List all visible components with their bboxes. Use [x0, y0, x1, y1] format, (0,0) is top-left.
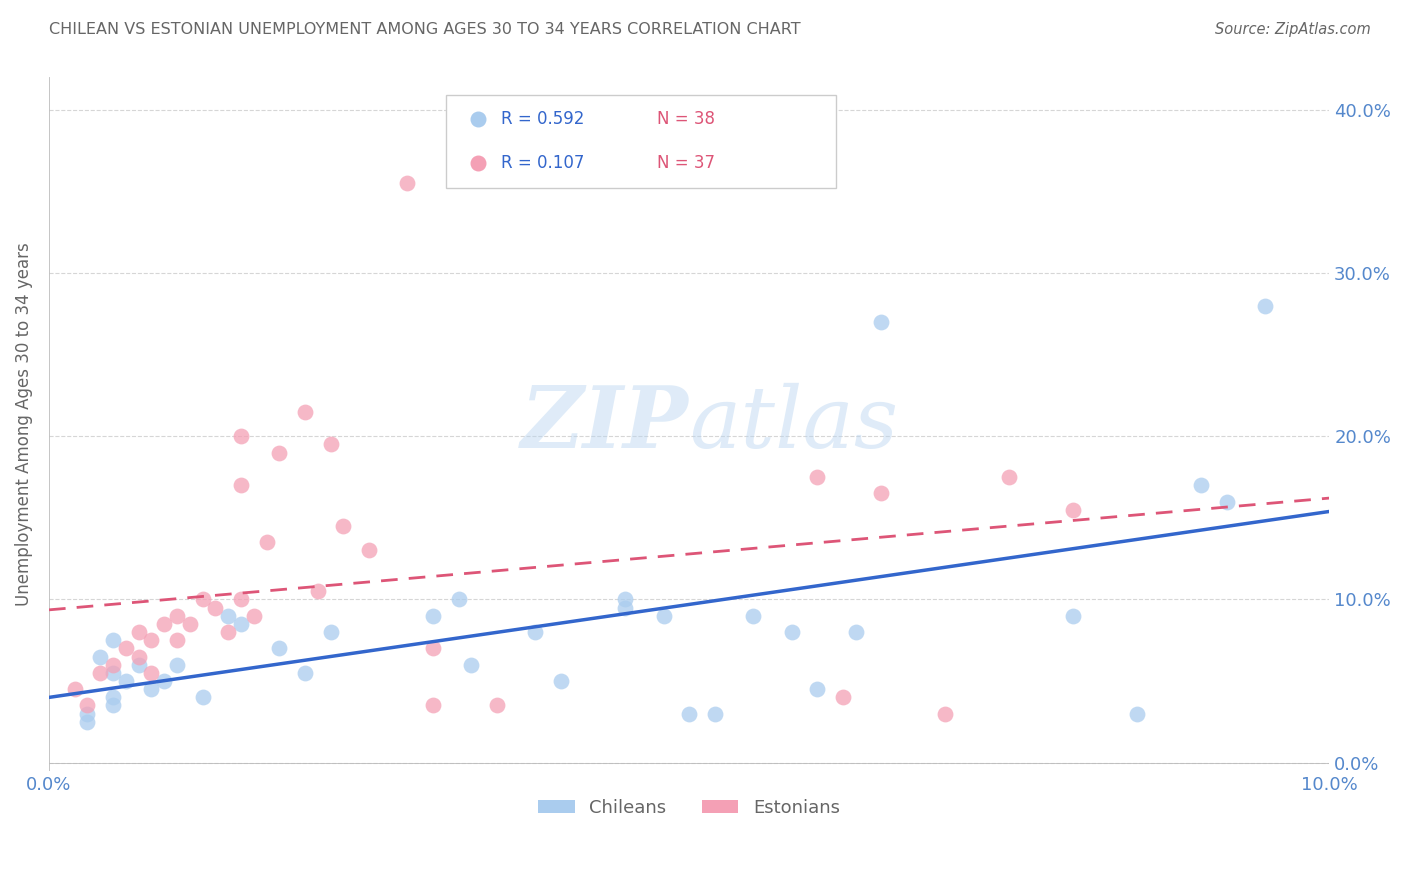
Point — [422, 608, 444, 623]
Point — [153, 673, 176, 688]
Point — [319, 625, 342, 640]
Point — [89, 665, 111, 680]
Point — [243, 608, 266, 623]
Point — [396, 177, 419, 191]
Point — [229, 616, 252, 631]
Point — [486, 698, 509, 713]
FancyBboxPatch shape — [446, 95, 837, 188]
Point — [141, 682, 163, 697]
Point — [357, 543, 380, 558]
Point — [294, 665, 316, 680]
Point — [89, 649, 111, 664]
Point — [1126, 706, 1149, 721]
Text: N = 38: N = 38 — [657, 110, 716, 128]
Point — [101, 665, 124, 680]
Text: atlas: atlas — [689, 383, 898, 466]
Point — [1062, 608, 1084, 623]
Point — [191, 690, 214, 705]
Point — [166, 608, 188, 623]
Point — [166, 657, 188, 672]
Point — [460, 657, 482, 672]
Point — [114, 673, 136, 688]
Point — [1189, 478, 1212, 492]
Point — [998, 470, 1021, 484]
Point — [1216, 494, 1239, 508]
Point — [76, 698, 98, 713]
Point — [128, 657, 150, 672]
Y-axis label: Unemployment Among Ages 30 to 34 years: Unemployment Among Ages 30 to 34 years — [15, 243, 32, 606]
Point — [269, 445, 291, 459]
Point — [319, 437, 342, 451]
Text: ZIP: ZIP — [522, 383, 689, 466]
Point — [703, 706, 725, 721]
Point — [166, 633, 188, 648]
Point — [217, 625, 239, 640]
Point — [217, 608, 239, 623]
Point — [614, 600, 637, 615]
Point — [332, 519, 354, 533]
Point — [422, 698, 444, 713]
Point — [550, 673, 572, 688]
Text: R = 0.592: R = 0.592 — [501, 110, 585, 128]
Point — [101, 657, 124, 672]
Point — [1254, 299, 1277, 313]
Point — [101, 698, 124, 713]
Text: R = 0.107: R = 0.107 — [501, 153, 585, 172]
Point — [229, 429, 252, 443]
Point — [76, 714, 98, 729]
Point — [294, 405, 316, 419]
Point — [191, 592, 214, 607]
Point — [614, 592, 637, 607]
Point — [806, 470, 828, 484]
Text: N = 37: N = 37 — [657, 153, 716, 172]
Point — [307, 584, 329, 599]
Point — [934, 706, 956, 721]
Point — [678, 706, 700, 721]
Text: CHILEAN VS ESTONIAN UNEMPLOYMENT AMONG AGES 30 TO 34 YEARS CORRELATION CHART: CHILEAN VS ESTONIAN UNEMPLOYMENT AMONG A… — [49, 22, 801, 37]
Point — [806, 682, 828, 697]
Point — [179, 616, 201, 631]
Point — [128, 625, 150, 640]
Point — [229, 478, 252, 492]
Point — [128, 649, 150, 664]
Point — [422, 641, 444, 656]
Point — [447, 592, 470, 607]
Point — [101, 633, 124, 648]
Point — [870, 486, 893, 500]
Point — [742, 608, 765, 623]
Point — [76, 706, 98, 721]
Point — [141, 665, 163, 680]
Legend: Chileans, Estonians: Chileans, Estonians — [531, 791, 846, 824]
Point — [524, 625, 547, 640]
Point — [870, 315, 893, 329]
Point — [101, 690, 124, 705]
Point — [845, 625, 868, 640]
Point — [63, 682, 86, 697]
Point — [652, 608, 675, 623]
Point — [256, 535, 278, 549]
Point — [114, 641, 136, 656]
Point — [1062, 502, 1084, 516]
Point — [229, 592, 252, 607]
Point — [780, 625, 803, 640]
Point — [141, 633, 163, 648]
Point — [204, 600, 226, 615]
Text: Source: ZipAtlas.com: Source: ZipAtlas.com — [1215, 22, 1371, 37]
Point — [153, 616, 176, 631]
Point — [269, 641, 291, 656]
Point — [831, 690, 853, 705]
